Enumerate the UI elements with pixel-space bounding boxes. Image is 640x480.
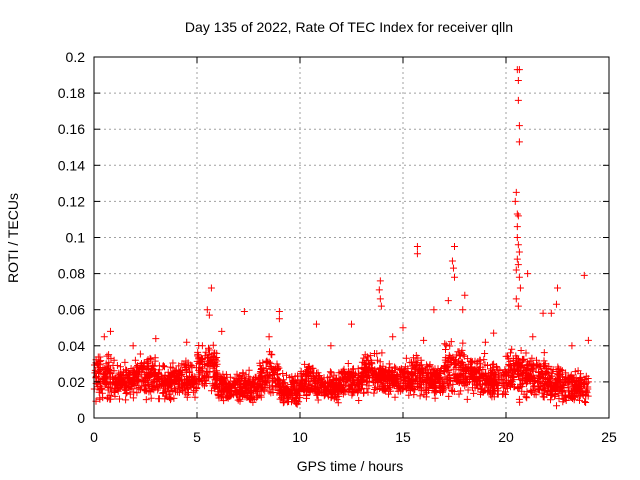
data-point bbox=[207, 284, 215, 292]
data-point bbox=[430, 306, 438, 314]
data-point bbox=[490, 329, 498, 337]
data-point bbox=[515, 122, 523, 130]
data-point bbox=[129, 342, 137, 350]
data-point bbox=[451, 243, 458, 251]
data-point bbox=[449, 264, 457, 272]
grid bbox=[94, 57, 609, 418]
y-tick-label: 0.04 bbox=[58, 338, 85, 354]
data-point bbox=[152, 335, 160, 343]
y-tick-label: 0.2 bbox=[66, 49, 86, 65]
data-point bbox=[512, 266, 520, 274]
data-point bbox=[444, 297, 452, 305]
data-point bbox=[481, 338, 489, 346]
chart-title: Day 135 of 2022, Rate Of TEC Index for r… bbox=[185, 19, 513, 35]
data-point bbox=[513, 255, 521, 263]
data-point bbox=[183, 338, 191, 346]
data-point bbox=[515, 273, 523, 281]
data-point bbox=[515, 248, 523, 256]
x-tick-label: 5 bbox=[193, 429, 201, 445]
data-point bbox=[514, 96, 522, 104]
data-point bbox=[240, 308, 248, 316]
data-point bbox=[584, 336, 592, 344]
data-point bbox=[203, 306, 211, 314]
data-point bbox=[524, 270, 532, 278]
y-tick-label: 0.16 bbox=[58, 121, 85, 137]
data-point bbox=[580, 271, 588, 279]
data-point bbox=[529, 333, 537, 341]
y-tick-label: 0.12 bbox=[58, 193, 85, 209]
data-point bbox=[377, 302, 385, 310]
data-point bbox=[376, 295, 384, 303]
data-point bbox=[275, 308, 283, 316]
data-point bbox=[389, 333, 397, 341]
data-point bbox=[514, 241, 522, 249]
y-tick-label: 0.1 bbox=[66, 230, 86, 246]
data-point bbox=[515, 66, 523, 74]
data-point bbox=[376, 277, 384, 285]
baseline-points bbox=[90, 338, 592, 410]
data-point bbox=[513, 223, 521, 231]
data-point bbox=[265, 333, 273, 341]
x-tick-label: 15 bbox=[395, 429, 411, 445]
axes: 0 0.02 0.04 0.06 0.08 0.1 0.12 0.14 0.16 0.18 0.2 0… bbox=[58, 49, 617, 445]
data-point bbox=[514, 261, 522, 269]
x-axis-label: GPS time / hours bbox=[297, 458, 404, 474]
data-point bbox=[513, 234, 521, 241]
data-point bbox=[275, 315, 283, 323]
y-tick-label: 0.14 bbox=[58, 157, 85, 173]
data-point bbox=[413, 250, 421, 258]
data-point bbox=[514, 302, 522, 310]
data-point bbox=[413, 243, 421, 251]
data-point bbox=[516, 284, 524, 292]
x-tick-label: 25 bbox=[601, 429, 617, 445]
data-point bbox=[348, 320, 355, 328]
data-point bbox=[514, 76, 522, 84]
data-point bbox=[568, 342, 576, 350]
y-tick-label: 0 bbox=[77, 410, 85, 426]
data-point bbox=[451, 273, 458, 281]
data-point bbox=[512, 295, 520, 303]
data-point bbox=[461, 291, 469, 299]
x-tick-label: 20 bbox=[498, 429, 514, 445]
x-tick-label: 10 bbox=[292, 429, 308, 445]
data-point bbox=[459, 306, 467, 314]
data-point bbox=[448, 257, 456, 265]
data-point bbox=[218, 327, 226, 335]
data-point bbox=[512, 188, 520, 196]
data-point bbox=[547, 309, 555, 317]
data-point bbox=[375, 286, 383, 294]
data-point bbox=[399, 324, 407, 332]
data-point bbox=[552, 300, 560, 308]
data-point bbox=[554, 284, 561, 292]
data-point bbox=[327, 342, 335, 350]
y-tick-label: 0.08 bbox=[58, 266, 85, 282]
x-tick-label: 0 bbox=[90, 429, 98, 445]
data-point bbox=[514, 212, 522, 220]
y-axis-label: ROTI / TECUs bbox=[5, 193, 21, 283]
y-tick-label: 0.02 bbox=[58, 374, 85, 390]
data-point bbox=[312, 320, 320, 328]
y-tick-label: 0.06 bbox=[58, 302, 85, 318]
data-point bbox=[420, 336, 428, 344]
data-point bbox=[511, 197, 519, 205]
data-point bbox=[513, 210, 521, 218]
data-point bbox=[100, 333, 108, 341]
data-point bbox=[106, 327, 114, 335]
data-point bbox=[205, 311, 213, 319]
data-point bbox=[515, 138, 523, 146]
data-points bbox=[90, 66, 592, 410]
y-tick-label: 0.18 bbox=[58, 85, 85, 101]
data-point bbox=[539, 309, 547, 317]
